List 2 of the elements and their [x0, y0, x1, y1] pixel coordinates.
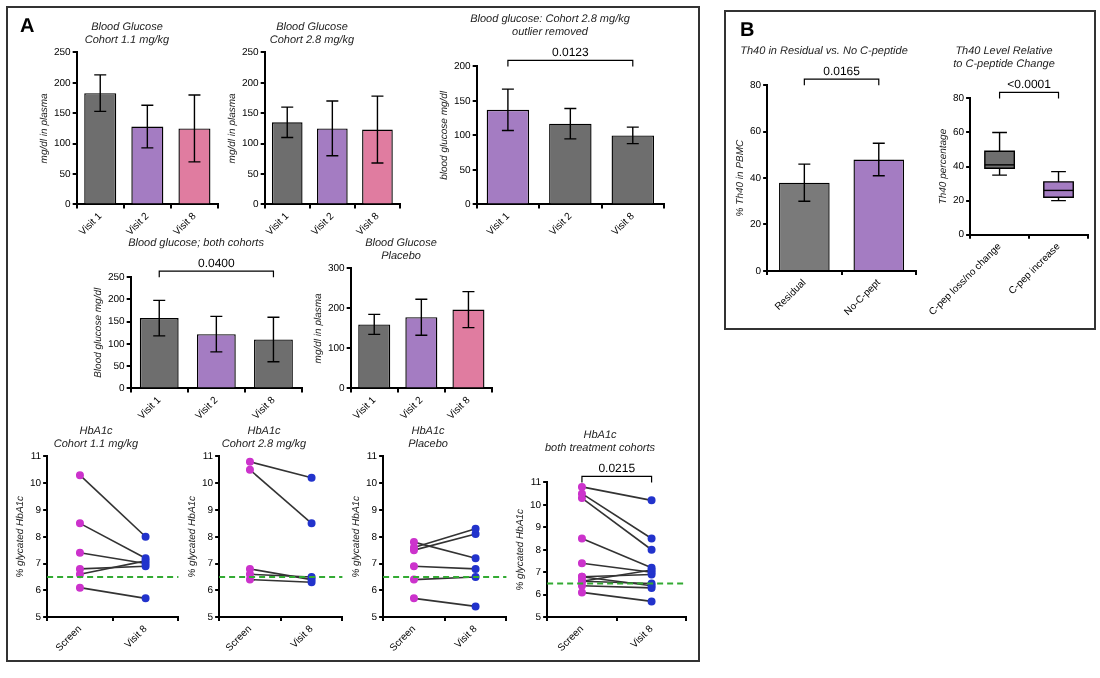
text: A	[20, 16, 35, 38]
text: B	[740, 20, 755, 42]
